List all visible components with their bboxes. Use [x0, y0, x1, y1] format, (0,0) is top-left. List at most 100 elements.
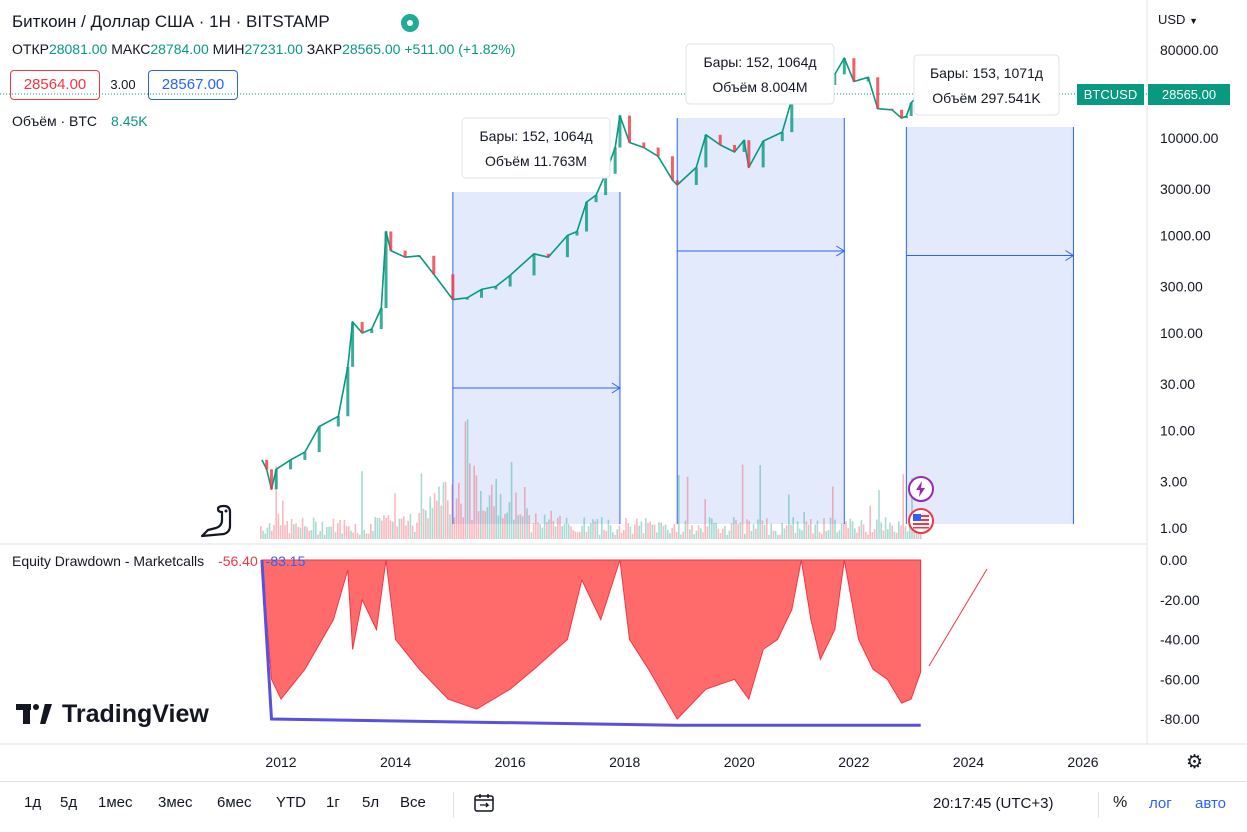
drawdown-area[interactable] — [261, 559, 922, 720]
volume-bar — [440, 505, 442, 539]
volume-bar — [625, 517, 627, 539]
candle — [866, 77, 870, 82]
max-drawdown-line[interactable] — [260, 559, 921, 727]
candle — [852, 58, 856, 82]
volume-bar — [662, 525, 665, 539]
volume-bar — [788, 494, 790, 539]
price-axis-tick: 10.00 — [1160, 423, 1195, 439]
volume-bar — [796, 521, 799, 539]
volume-bar — [911, 477, 913, 539]
candle — [265, 459, 269, 470]
timeframe-button[interactable]: 3мес — [158, 794, 193, 811]
close-label: ЗАКР — [306, 41, 343, 57]
volume-bar — [546, 522, 548, 539]
volume-bar — [889, 522, 891, 539]
candle — [833, 74, 837, 86]
volume-bar — [807, 524, 810, 539]
range-info-tooltip — [685, 43, 835, 105]
volume-bar — [273, 524, 275, 539]
volume-bar — [352, 532, 354, 539]
candle — [876, 77, 880, 109]
volume-bar — [517, 515, 519, 539]
volume-bar — [304, 526, 306, 539]
volume-bar — [319, 531, 321, 539]
volume-bar — [741, 464, 744, 539]
volume-bar — [697, 525, 700, 539]
volume-legend[interactable]: Объём · BTC 8.45K — [12, 113, 148, 129]
volume-bar — [605, 531, 607, 539]
price-chart[interactable]: 80000.00 10000.00 3000.00 1000.00 300.00 100.… — [0, 0, 1247, 781]
lightning-event-icon[interactable] — [908, 476, 934, 502]
percent-scale-button[interactable]: % — [1113, 794, 1128, 811]
volume-bar — [332, 518, 335, 539]
symbol-title[interactable]: Биткоин / Доллар США · 1Н · BITSTAMP — [12, 12, 330, 31]
volume-bar — [812, 533, 814, 539]
volume-bar — [403, 516, 405, 539]
currency-selector[interactable]: USD ▼ — [1158, 12, 1198, 27]
volume-bar — [420, 473, 423, 539]
trend-line-drawing[interactable] — [928, 568, 988, 667]
price-axis-tick: 1000.00 — [1160, 228, 1211, 244]
volume-bar — [821, 533, 823, 539]
candle — [618, 115, 622, 148]
candle — [842, 58, 846, 75]
time-axis-tick: 2018 — [609, 754, 640, 770]
volume-bar — [664, 524, 667, 539]
volume-bar — [722, 528, 724, 539]
date-range-area[interactable] — [906, 127, 1074, 524]
volume-bar — [631, 533, 634, 539]
volume-bar — [497, 515, 500, 539]
volume-bar — [708, 517, 711, 539]
volume-bar — [856, 532, 858, 539]
time-axis-tick: 2020 — [724, 754, 755, 770]
log-scale-button[interactable]: лог — [1149, 795, 1172, 812]
price-axis-tick: 300.00 — [1160, 279, 1203, 295]
volume-bar — [387, 515, 390, 539]
volume-bar — [658, 522, 660, 539]
candle — [790, 99, 794, 133]
auto-scale-button[interactable]: авто — [1195, 795, 1227, 812]
volume-bar — [673, 523, 676, 539]
buy-button[interactable]: 28567.00 — [148, 70, 238, 100]
volume-bar — [381, 520, 383, 539]
candle — [675, 180, 679, 185]
sell-button[interactable]: 28564.00 — [10, 70, 100, 100]
drawdown-axis-tick: -60.00 — [1160, 671, 1200, 687]
timeframe-button[interactable]: YTD — [276, 794, 306, 811]
volume-bar — [348, 526, 350, 539]
gear-icon[interactable]: ⚙ — [1186, 752, 1204, 773]
equity-drawdown-legend[interactable]: Equity Drawdown - Marketcalls -56.40 -83… — [12, 553, 305, 569]
volume-bar — [475, 475, 478, 539]
volume-bar — [785, 525, 788, 539]
volume-bar — [581, 525, 583, 539]
volume-bar — [620, 532, 623, 539]
volume-value: 8.45K — [111, 113, 148, 129]
timeframe-button[interactable]: 5д — [60, 794, 78, 811]
volume-bar — [711, 518, 713, 539]
timeframe-button[interactable]: 1мес — [98, 794, 133, 811]
volume-bar — [898, 521, 900, 539]
volume-bar — [277, 513, 280, 539]
volume-bar — [752, 524, 755, 539]
timeframe-button[interactable]: 1г — [326, 794, 340, 811]
us-flag-event-icon[interactable] — [908, 508, 934, 534]
volume-bar — [858, 526, 860, 539]
tradingview-logo[interactable]: TradingView — [16, 700, 209, 729]
date-range-area[interactable] — [452, 192, 620, 524]
calendar-range-icon[interactable] — [472, 792, 496, 814]
timeframe-button[interactable]: 1д — [24, 794, 42, 811]
volume-bar — [312, 517, 315, 539]
timeframe-button[interactable]: 5л — [362, 794, 380, 811]
candle — [451, 274, 455, 300]
volume-bar — [827, 530, 830, 539]
timeframe-button[interactable]: 6мес — [217, 794, 252, 811]
volume-bar — [288, 533, 291, 539]
date-range-area[interactable] — [677, 118, 845, 524]
volume-bar — [834, 519, 836, 539]
candle — [336, 416, 340, 427]
volume-bar — [755, 528, 757, 539]
volume-bar — [306, 526, 308, 539]
timeframe-button[interactable]: Все — [400, 794, 426, 811]
volume-bar — [469, 463, 471, 539]
clock-timezone[interactable]: 20:17:45 (UTC+3) — [933, 795, 1054, 812]
